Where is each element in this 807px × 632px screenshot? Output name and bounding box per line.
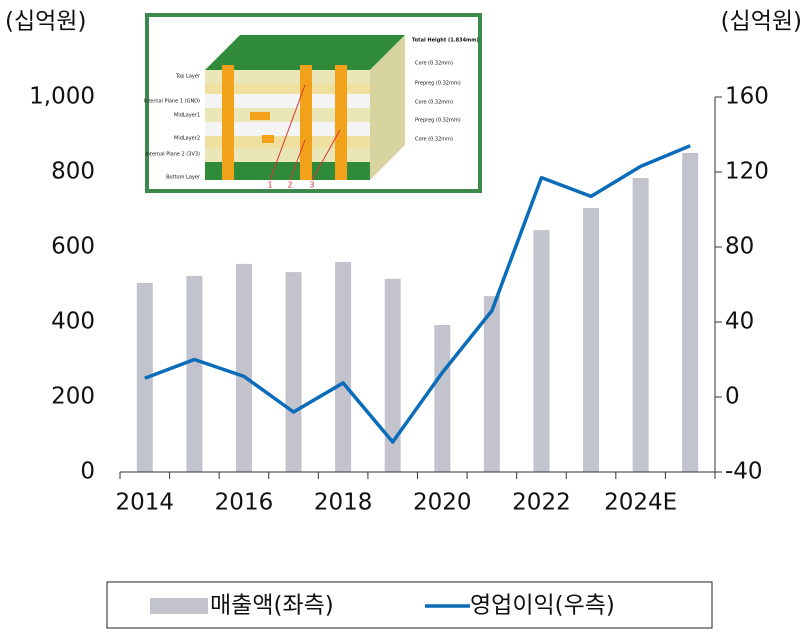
inset-label: MidLayer2 <box>174 136 200 142</box>
x-tick-label: 2014 <box>116 490 175 516</box>
legend-label: 영업이익(우측) <box>470 593 615 619</box>
y2-tick-label: -40 <box>725 459 763 485</box>
bar <box>186 275 203 472</box>
bar <box>483 296 500 472</box>
inset-label: Core (0.32mm) <box>415 137 453 143</box>
bar <box>335 262 352 472</box>
inset-label: Prepreg (0.32mm) <box>415 118 461 124</box>
y-tick-label: 200 <box>51 384 95 410</box>
bar <box>235 263 252 472</box>
bar <box>434 325 451 472</box>
inset-label: Core (0.32mm) <box>415 61 453 67</box>
y2-tick-label: 40 <box>725 309 754 335</box>
legend-label: 매출액(좌측) <box>210 593 334 619</box>
bar <box>583 208 600 472</box>
inset-label: MidLayer1 <box>174 113 200 119</box>
y-tick-label: 800 <box>51 159 95 185</box>
inset-label: Internal Plane 1 (GND) <box>144 99 200 105</box>
inset-label: Prepreg (0.32mm) <box>415 81 461 87</box>
y-tick-label: 1,000 <box>29 84 95 110</box>
inset-label: Top Layer <box>175 74 201 80</box>
inset-label: Total Height (1.834mm) <box>412 38 479 44</box>
line <box>144 144 691 444</box>
inset-label: Bottom Layer <box>166 175 201 181</box>
inset-illustration: Top Layer Internal Plane 1 (GND) MidLaye… <box>144 13 482 193</box>
bar <box>384 278 401 472</box>
x-tick-label: 2016 <box>215 490 274 516</box>
inset-marker: 1 <box>267 181 272 190</box>
y-tick-label: 0 <box>80 459 95 485</box>
y2-tick-label: 120 <box>725 159 769 185</box>
legend-box <box>106 581 713 629</box>
inset-marker: 2 <box>287 181 292 190</box>
x-tick-label: 2020 <box>413 490 472 516</box>
y-tick-label: 600 <box>51 234 95 260</box>
y2-tick-label: 160 <box>725 84 769 110</box>
y2-tick-label: 80 <box>725 234 754 260</box>
legend-swatch <box>150 598 208 614</box>
inset-label: Core (0.32mm) <box>415 100 453 106</box>
x-tick-label: 2018 <box>314 490 373 516</box>
x-tick-label: 2024E <box>604 490 677 516</box>
inset-label: Internal Plane 2 (3V3) <box>145 152 200 158</box>
y-tick-label: 400 <box>51 309 95 335</box>
bar <box>533 230 550 472</box>
x-tick-label: 2022 <box>512 490 571 516</box>
bar <box>632 178 649 472</box>
y2-tick-label: 0 <box>725 384 740 410</box>
bar <box>682 152 699 472</box>
y2-axis-label: (십억원) <box>721 9 802 35</box>
bar <box>285 272 302 472</box>
y-axis-label: (십억원) <box>5 9 86 35</box>
inset-marker: 3 <box>309 181 314 190</box>
